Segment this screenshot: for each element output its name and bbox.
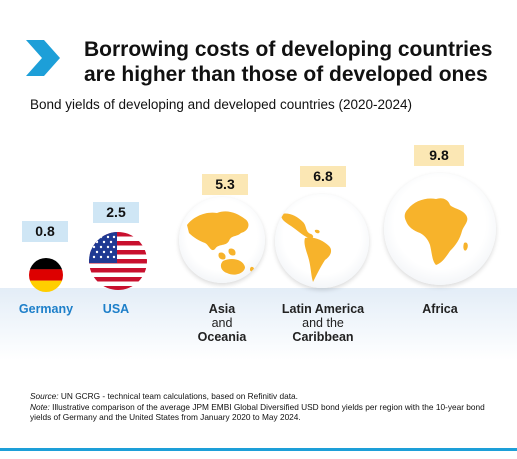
- chevron-arrow-icon: [26, 40, 60, 76]
- usa-flag-bubble: [89, 232, 147, 290]
- africa-globe-bubble: [384, 173, 496, 285]
- asia-oceania-map-icon: [187, 211, 255, 275]
- note-text: Illustrative comparison of the average J…: [30, 401, 485, 423]
- chart-title: Borrowing costs of developing countries …: [84, 38, 493, 86]
- asia-label-line3: Oceania: [197, 330, 247, 344]
- ground-band: [0, 288, 517, 360]
- source-label: Source:: [30, 391, 59, 401]
- category-label-latin-america: Latin America and the Caribbean: [268, 302, 378, 344]
- latam-label-line3: Caribbean: [292, 330, 354, 344]
- asia-label-line2: and: [211, 316, 233, 330]
- asia-label-line1: Asia: [208, 302, 236, 316]
- source-line: Source: UN GCRG - technical team calcula…: [30, 391, 500, 402]
- value-badge-asia-oceania: 5.3: [202, 174, 248, 195]
- note-label: Note:: [30, 401, 50, 412]
- value-badge-africa: 9.8: [414, 145, 464, 166]
- germany-flag-icon: [29, 258, 63, 292]
- category-label-usa: USA: [102, 302, 130, 316]
- latam-label-line1: Latin America: [281, 302, 365, 316]
- value-badge-germany: 0.8: [22, 221, 68, 242]
- latin-america-globe-bubble: [275, 194, 369, 288]
- chart-subtitle: Bond yields of developing and developed …: [30, 97, 413, 112]
- value-badge-usa: 2.5: [93, 202, 139, 223]
- category-label-germany: Germany: [18, 302, 74, 316]
- category-label-asia-oceania: Asia and Oceania: [180, 302, 264, 344]
- source-text: UN GCRG - technical team calculations, b…: [58, 391, 298, 401]
- latam-label-line2: and the: [302, 316, 344, 330]
- germany-flag-bubble: [29, 258, 63, 292]
- usa-flag-icon: [89, 232, 147, 290]
- bottom-accent-bar: [0, 448, 517, 451]
- note-line: Note: Illustrative comparison of the ave…: [30, 402, 500, 423]
- value-badge-latin-america: 6.8: [300, 166, 346, 187]
- source-note: Source: UN GCRG - technical team calcula…: [30, 391, 500, 423]
- africa-map-icon: [404, 198, 468, 265]
- category-label-africa: Africa: [422, 302, 458, 316]
- latin-america-map-icon: [281, 213, 332, 282]
- asia-oceania-globe-bubble: [179, 197, 265, 283]
